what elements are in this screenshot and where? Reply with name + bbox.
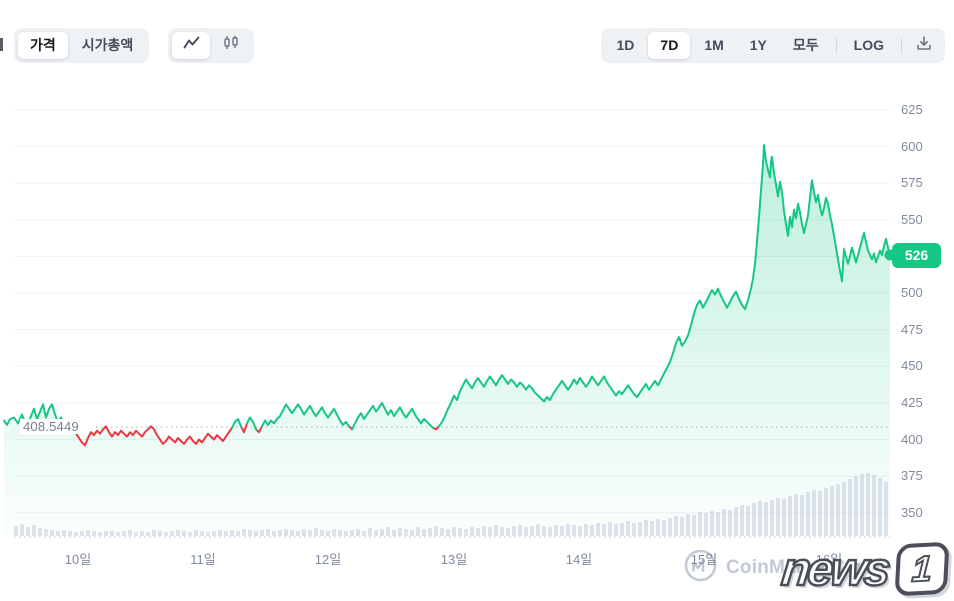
price-chart: CoinMarketCap 408.5449 625 600 575 550 500 47…: [0, 88, 954, 582]
y-axis-tick-550: 550: [901, 211, 923, 227]
chart-type-toggle: [168, 28, 254, 63]
current-price-badge: 526: [892, 242, 941, 268]
y-axis-tick-400: 400: [901, 431, 923, 447]
y-axis-tick-575: 575: [901, 175, 923, 191]
news1-logo-badge: 1: [894, 541, 950, 597]
price-chart-canvas[interactable]: [0, 88, 954, 558]
coinmarketcap-watermark: CoinMarketCap: [684, 549, 868, 587]
coinmarketcap-logo-icon: [684, 549, 717, 587]
y-axis-tick-600: 600: [901, 138, 923, 154]
y-axis-tick-375: 375: [901, 468, 923, 484]
y-axis-tick-425: 425: [901, 394, 923, 410]
x-axis-label-12: 12일: [314, 552, 342, 567]
candlestick-chart-type-button[interactable]: [212, 31, 250, 60]
area-fill: [4, 145, 890, 536]
price-marketcap-toggle: 가격 시가총액: [14, 28, 150, 63]
y-axis-tick-625: 625: [901, 102, 923, 117]
range-toggle: 1D 7D 1M 1Y 모두 LOG: [600, 28, 945, 63]
x-axis-label-13: 13일: [440, 552, 468, 567]
news1-logo-text: news: [778, 541, 892, 597]
log-scale-button[interactable]: LOG: [842, 32, 896, 59]
line-chart-type-button[interactable]: [172, 32, 210, 59]
y-axis-tick-450: 450: [901, 358, 923, 374]
y-axis-tick-500: 500: [901, 285, 923, 301]
x-axis-label-16: 16일: [815, 552, 843, 567]
download-icon: [916, 35, 932, 56]
screen-edge-artifact: [0, 38, 3, 51]
x-axis-label-10: 10일: [64, 552, 92, 567]
range-button-모두[interactable]: 모두: [781, 32, 831, 59]
price-line-up: [3, 144, 891, 431]
y-axis-tick-350: 350: [901, 504, 923, 520]
news1-logo: news 1: [778, 537, 951, 601]
range-button-1d[interactable]: 1D: [605, 32, 647, 59]
download-button[interactable]: [907, 31, 941, 60]
toolbar-divider: [835, 37, 837, 54]
x-axis-label-14: 14일: [565, 552, 593, 567]
x-axis-label-15: 15일: [690, 552, 718, 567]
range-button-1y[interactable]: 1Y: [738, 32, 779, 59]
tab-marketcap[interactable]: 시가총액: [70, 32, 146, 59]
y-axis-tick-475: 475: [901, 321, 923, 337]
x-axis-label-11: 11일: [190, 552, 216, 567]
range-button-7d[interactable]: 7D: [648, 32, 691, 59]
news1-logo-badge-number: 1: [910, 547, 934, 591]
candlestick-icon: [223, 35, 239, 56]
price-line-down: [69, 422, 440, 447]
baseline-price-label: 408.5449: [20, 418, 82, 434]
tab-price[interactable]: 가격: [18, 32, 68, 59]
volume-bars: [14, 473, 888, 536]
line-chart-icon: [183, 36, 200, 55]
range-button-1m[interactable]: 1M: [692, 32, 735, 59]
coinmarketcap-watermark-text: CoinMarketCap: [726, 557, 868, 578]
toolbar-divider: [901, 37, 902, 54]
